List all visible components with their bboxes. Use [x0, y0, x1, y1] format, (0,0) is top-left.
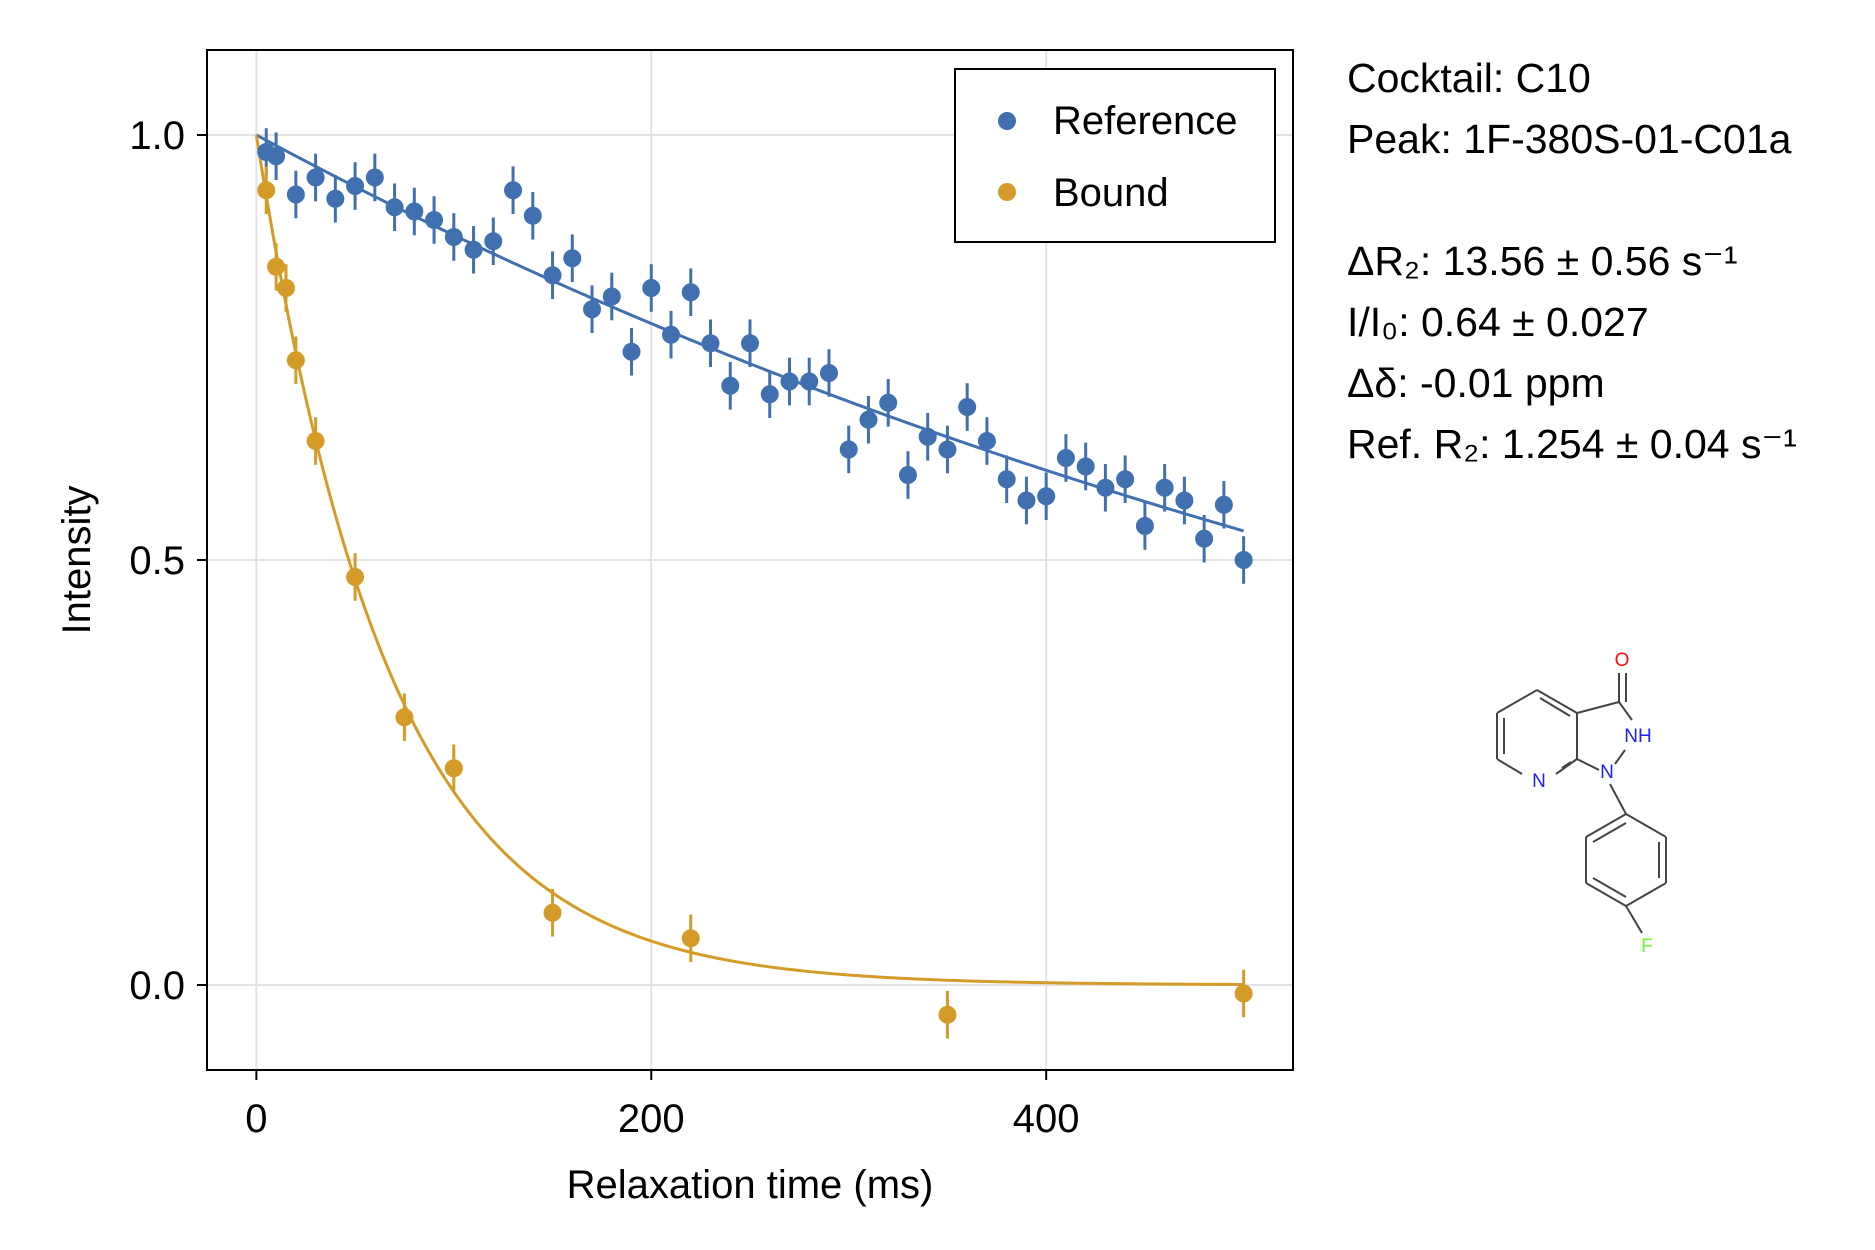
data-point-reference: [1017, 491, 1036, 510]
data-point-reference: [405, 202, 424, 221]
data-point-bound: [543, 903, 562, 922]
x-tick-label: 400: [1013, 1097, 1080, 1141]
data-point-reference: [464, 240, 483, 259]
data-point-reference: [780, 372, 799, 391]
data-point-reference: [267, 147, 286, 166]
data-point-reference: [326, 189, 345, 208]
data-point-reference: [997, 470, 1016, 489]
data-point-reference: [1155, 478, 1174, 497]
data-point-reference: [819, 364, 838, 382]
data-point-reference: [1214, 495, 1233, 514]
x-axis-ticks: 0 200 400: [245, 1070, 1080, 1141]
reference-r2-value: Ref. R₂: 1.254 ± 0.04 s⁻¹: [1347, 421, 1797, 467]
data-point-reference: [938, 440, 957, 459]
legend-label-reference: Reference: [1053, 99, 1238, 143]
data-point-reference: [286, 185, 305, 204]
data-point-bound: [395, 708, 414, 727]
fit-line-bound: [254, 134, 1244, 986]
intensity-ratio-value: I/I₀: 0.64 ± 0.027: [1347, 299, 1649, 345]
x-tick-label: 200: [618, 1097, 685, 1141]
data-point-reference: [741, 334, 759, 353]
data-point-reference: [306, 168, 325, 187]
data-point-reference: [918, 427, 937, 446]
data-point-bound: [257, 181, 276, 200]
peak-label: Peak: 1F-380S-01-C01a: [1347, 116, 1792, 162]
data-point-reference: [1096, 478, 1115, 497]
data-point-bound: [444, 759, 463, 778]
legend: Reference Bound: [954, 68, 1276, 243]
data-point-reference: [385, 198, 404, 217]
data-point-reference: [1116, 470, 1135, 489]
nh-atom-label: NH: [1624, 726, 1651, 747]
data-point-reference: [859, 410, 878, 429]
data-point-reference: [879, 393, 898, 412]
legend-marker-reference: [998, 112, 1016, 130]
data-point-reference: [563, 249, 582, 268]
cocktail-label: Cocktail: C10: [1347, 55, 1591, 101]
x-axis-label: Relaxation time (ms): [567, 1163, 934, 1207]
data-point-bound: [276, 279, 295, 297]
data-point-reference: [602, 287, 621, 306]
data-point-reference: [642, 279, 661, 297]
data-point-reference: [1037, 487, 1056, 506]
data-point-reference: [523, 206, 542, 225]
legend-marker-bound: [998, 183, 1016, 201]
data-point-reference: [1135, 517, 1154, 535]
molecule-bonds: [1496, 673, 1667, 934]
data-point-reference: [760, 385, 779, 404]
data-point-reference: [681, 283, 700, 302]
data-point-reference: [1076, 457, 1095, 476]
n1-atom-label: N: [1600, 762, 1614, 783]
y-axis-ticks: 0.0 0.5 1.0: [129, 114, 207, 1008]
info-panel: Cocktail: C10 Peak: 1F-380S-01-C01a ΔR₂:…: [1347, 48, 1797, 475]
data-point-reference: [583, 300, 602, 319]
data-point-bound: [267, 257, 286, 276]
y-tick-label: 1.0: [129, 114, 185, 158]
y-tick-label: 0.0: [129, 964, 185, 1008]
data-point-reference: [898, 466, 917, 484]
data-point-reference: [958, 398, 977, 416]
data-point-reference: [504, 181, 523, 200]
data-point-reference: [543, 266, 562, 285]
data-points: [257, 128, 1253, 1039]
data-point-bound: [346, 568, 365, 586]
data-point-bound: [1234, 984, 1253, 1003]
molecule-structure: O NH N N F: [1496, 650, 1667, 957]
data-point-reference: [839, 440, 858, 459]
oxygen-atom-label: O: [1615, 650, 1630, 671]
data-point-reference: [662, 325, 681, 344]
data-point-reference: [1056, 449, 1075, 467]
data-point-reference: [444, 228, 463, 246]
data-point-reference: [365, 168, 384, 187]
legend-box: [954, 68, 1276, 243]
spacer: [1347, 170, 1797, 231]
data-point-reference: [701, 334, 720, 353]
data-point-reference: [1175, 491, 1194, 510]
data-point-bound: [681, 929, 700, 948]
legend-label-bound: Bound: [1053, 171, 1169, 215]
y-axis-label: Intensity: [55, 486, 99, 635]
delta-r2-value: ΔR₂: 13.56 ± 0.56 s⁻¹: [1347, 238, 1738, 284]
data-point-reference: [346, 177, 365, 195]
data-point-bound: [286, 351, 305, 370]
data-point-reference: [800, 372, 819, 391]
chemical-shift-value: Δδ: -0.01 ppm: [1347, 360, 1605, 406]
data-point-reference: [622, 342, 641, 361]
data-point-reference: [1234, 551, 1253, 569]
data-point-bound: [938, 1005, 957, 1024]
data-point-reference: [425, 211, 444, 229]
y-tick-label: 0.5: [129, 539, 185, 583]
data-point-reference: [484, 232, 503, 251]
x-tick-label: 0: [245, 1097, 267, 1141]
data-point-bound: [306, 432, 325, 450]
fluorine-atom-label: F: [1641, 936, 1653, 957]
data-point-reference: [1195, 529, 1214, 548]
data-point-reference: [977, 432, 996, 450]
data-point-reference: [721, 376, 740, 395]
pyridine-n-atom-label: N: [1532, 771, 1546, 792]
